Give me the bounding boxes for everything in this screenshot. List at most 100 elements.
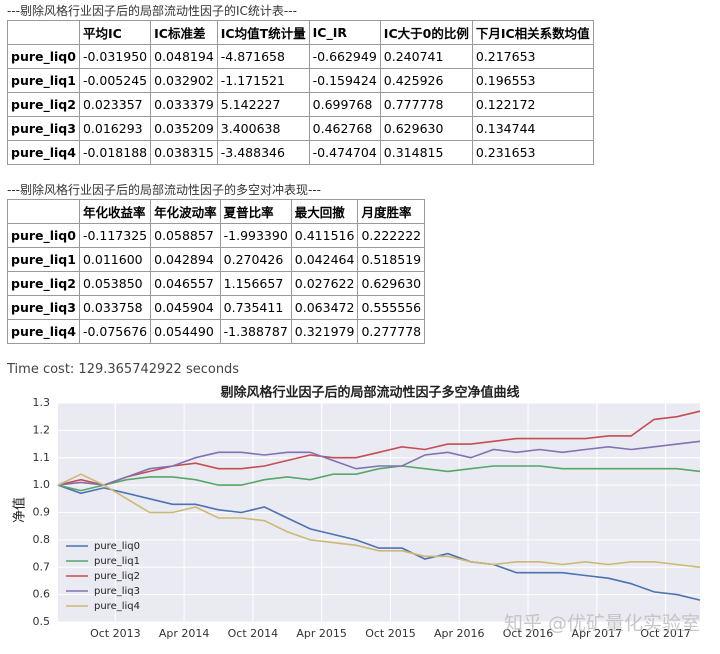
legend-label: pure_liq1 (94, 556, 140, 567)
corner-cell (7, 199, 80, 224)
series-line (57, 410, 701, 486)
cell: 0.735411 (219, 295, 292, 320)
cell: 0.038315 (150, 140, 218, 165)
cell: 5.142227 (216, 92, 310, 117)
cell: 0.411516 (290, 223, 359, 248)
cell: 0.518519 (357, 247, 426, 272)
y-axis-label: 净值 (12, 497, 28, 523)
cell: 0.270426 (219, 247, 292, 272)
cell: 0.053850 (78, 271, 152, 296)
table-row: pure_liq0 -0.117325 0.058857 -1.993390 0.411… (7, 223, 426, 248)
corner-cell (7, 20, 80, 45)
table-row: pure_liq3 0.016293 0.035209 3.400638 0.46276… (7, 116, 594, 141)
table-caption: ---剔除风格行业因子后的局部流动性因子的IC统计表--- (7, 4, 297, 18)
cell: -1.171521 (216, 68, 310, 93)
x-tick-label: Apr 2014 (159, 627, 210, 640)
header-row: 年化收益率 年化波动率 夏普比率 最大回撤 月度胜率 (7, 199, 426, 224)
cell: 0.277778 (357, 319, 426, 344)
row-header: pure_liq1 (7, 247, 80, 272)
cell: 0.629630 (379, 116, 473, 141)
cell: -0.474704 (308, 140, 381, 165)
cell: -4.871658 (216, 44, 310, 69)
series-line (57, 440, 701, 486)
table-row: pure_liq2 0.053850 0.046557 1.156657 0.02762… (7, 271, 426, 296)
column-header: 下月IC相关系数均值 (471, 20, 594, 45)
x-tick-label: Apr 2017 (572, 627, 623, 640)
time-cost: Time cost: 129.365742922 seconds (7, 362, 240, 377)
column-header: IC均值T统计量 (216, 20, 310, 45)
cell: 0.058857 (150, 223, 221, 248)
ic-table: 平均IC IC标准差 IC均值T统计量 IC_IR IC大于0的比例 下月IC相关系数均值… (7, 20, 594, 165)
row-header: pure_liq3 (7, 295, 80, 320)
cell: 0.032902 (150, 68, 218, 93)
x-tick-label: Apr 2015 (296, 627, 347, 640)
cell: 3.400638 (216, 116, 310, 141)
cell: 1.156657 (219, 271, 292, 296)
y-tick-label: 1.0 (33, 478, 51, 491)
column-header: IC_IR (308, 20, 381, 45)
series-line (57, 484, 701, 601)
column-header: IC标准差 (150, 20, 218, 45)
column-header: 最大回撤 (290, 199, 359, 224)
cell: 0.462768 (308, 116, 381, 141)
row-header: pure_liq2 (7, 92, 80, 117)
y-tick-label: 1.3 (33, 396, 51, 409)
cell: -0.018188 (78, 140, 152, 165)
cell: -0.075676 (78, 319, 152, 344)
cell: 0.027622 (290, 271, 359, 296)
cell: 0.033758 (78, 295, 152, 320)
y-tick-label: 0.6 (33, 588, 51, 601)
cell: 0.777778 (379, 92, 473, 117)
table-row: pure_liq2 0.023357 0.033379 5.142227 0.69976… (7, 92, 594, 117)
table-row: pure_liq0 -0.031950 0.048194 -4.871658 -0.66… (7, 44, 594, 69)
cell: 0.699768 (308, 92, 381, 117)
row-header: pure_liq4 (7, 140, 80, 165)
legend-label: pure_liq4 (94, 601, 140, 612)
y-tick-label: 0.8 (33, 533, 51, 546)
series-line (57, 465, 701, 492)
column-header: 月度胜率 (357, 199, 426, 224)
legend-label: pure_liq0 (94, 541, 140, 552)
cell: 0.045904 (150, 295, 221, 320)
cell: 0.314815 (379, 140, 473, 165)
row-header: pure_liq3 (7, 116, 80, 141)
cell: -3.488346 (216, 140, 310, 165)
cell: -0.159424 (308, 68, 381, 93)
cell: 0.011600 (78, 247, 152, 272)
longshort-table: 年化收益率 年化波动率 夏普比率 最大回撤 月度胜率 pure_liq0 -0.117325… (7, 199, 426, 344)
x-tick-label: Oct 2015 (365, 627, 416, 640)
x-tick-label: Oct 2013 (90, 627, 141, 640)
table-row: pure_liq1 0.011600 0.042894 0.270426 0.04246… (7, 247, 426, 272)
cell: -0.005245 (78, 68, 152, 93)
table-row: pure_liq3 0.033758 0.045904 0.735411 0.06347… (7, 295, 426, 320)
series-line (57, 473, 701, 569)
table-row: pure_liq4 -0.018188 0.038315 -3.488346 -0.47… (7, 140, 594, 165)
cell: 0.231653 (471, 140, 594, 165)
cell: 0.555556 (357, 295, 426, 320)
table-caption: ---剔除风格行业因子后的局部流动性因子的多空对冲表现--- (7, 183, 321, 197)
table-row: pure_liq1 -0.005245 0.032902 -1.171521 -0.15… (7, 68, 594, 93)
legend-label: pure_liq2 (94, 571, 140, 582)
legend-label: pure_liq3 (94, 586, 140, 597)
y-tick-label: 0.7 (33, 560, 51, 573)
table-row: pure_liq4 -0.075676 0.054490 -1.388787 0.321… (7, 319, 426, 344)
column-header: 年化波动率 (150, 199, 221, 224)
cell: 0.048194 (150, 44, 218, 69)
cell: 0.629630 (357, 271, 426, 296)
cell: 0.222222 (357, 223, 426, 248)
cell: 0.196553 (471, 68, 594, 93)
cell: -0.662949 (308, 44, 381, 69)
x-tick-label: Oct 2014 (228, 627, 279, 640)
cell: 0.054490 (150, 319, 221, 344)
chart: 剔除风格行业因子后的局部流动性因子多空净值曲线 净值 0.5 0.6 0.7 0.8 0… (12, 385, 701, 640)
row-header: pure_liq0 (7, 223, 80, 248)
cell: 0.063472 (290, 295, 359, 320)
row-header: pure_liq0 (7, 44, 80, 69)
x-tick-label: Oct 2016 (503, 627, 554, 640)
cell: 0.016293 (78, 116, 152, 141)
cell: 0.217653 (471, 44, 594, 69)
cell: -1.388787 (219, 319, 292, 344)
row-header: pure_liq4 (7, 319, 80, 344)
cell: -0.031950 (78, 44, 152, 69)
